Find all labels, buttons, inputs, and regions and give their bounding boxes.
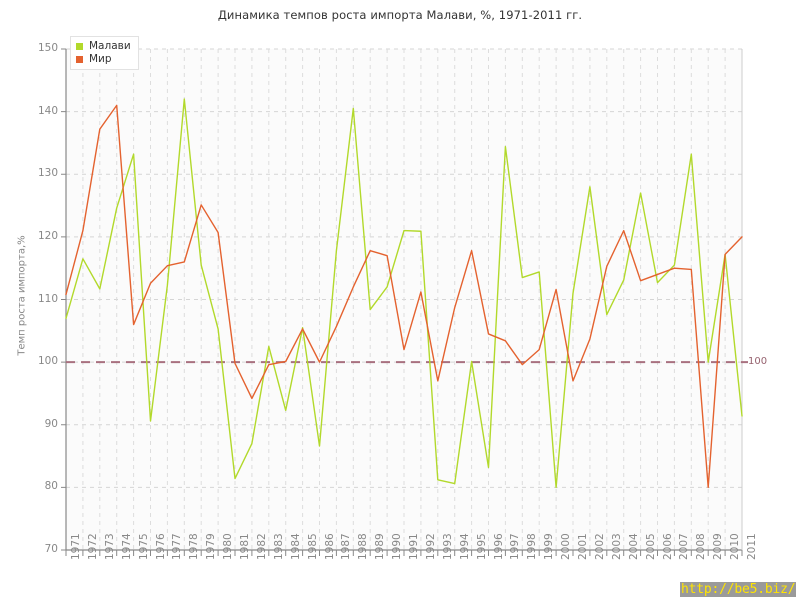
- x-tick-label: 1973: [103, 533, 116, 560]
- x-tick-label: 1972: [86, 533, 99, 560]
- x-tick-label: 1985: [306, 533, 319, 560]
- x-tick-label: 2006: [661, 533, 674, 560]
- x-tick-label: 1995: [475, 533, 488, 560]
- x-tick-label: 1981: [239, 533, 251, 560]
- x-tick-label: 1971: [70, 533, 82, 560]
- x-tick-label: 1992: [424, 533, 437, 560]
- x-tick-label: 1982: [255, 533, 268, 560]
- x-tick-label: 2004: [627, 533, 640, 560]
- y-tick-label: 70: [44, 543, 58, 555]
- y-tick-label: 100: [37, 355, 58, 368]
- axis-ticks: [61, 48, 743, 556]
- data-series: [65, 98, 743, 489]
- chart-legend: Малави Мир: [70, 36, 139, 70]
- x-tick-label: 1994: [458, 533, 471, 560]
- x-tick-label: 1976: [154, 533, 167, 560]
- legend-item-malawi[interactable]: Малави: [76, 40, 131, 53]
- x-tick-label: 2001: [577, 533, 589, 560]
- x-tick-label: 2010: [729, 533, 742, 560]
- x-tick-label: 1979: [205, 533, 218, 560]
- x-tick-label: 1978: [188, 533, 201, 560]
- x-tick-label: 1996: [492, 533, 505, 560]
- x-tick-label: 2003: [610, 533, 623, 560]
- y-tick-label: 90: [44, 417, 58, 430]
- x-tick-label: 2007: [678, 533, 691, 560]
- x-tick-label: 1989: [374, 533, 387, 560]
- x-tick-label: 2000: [560, 533, 573, 560]
- x-tick-label: 2011: [746, 533, 758, 560]
- x-tick-label: 1986: [323, 533, 336, 560]
- x-tick-label: 2002: [593, 533, 606, 560]
- x-tick-label: 2005: [644, 533, 657, 560]
- legend-swatch-world: [76, 56, 83, 63]
- y-tick-label: 120: [37, 229, 58, 242]
- legend-item-world[interactable]: Мир: [76, 53, 131, 66]
- legend-label-world: Мир: [89, 53, 112, 65]
- x-tick-label: 1983: [272, 533, 285, 560]
- reference-line-label: 100: [748, 356, 768, 367]
- y-tick-label: 140: [37, 104, 58, 117]
- x-tick-label: 1993: [441, 533, 454, 560]
- x-tick-label: 2008: [695, 533, 708, 560]
- x-tick-label: 1998: [526, 533, 539, 560]
- x-tick-label: 1987: [340, 533, 353, 560]
- x-tick-label: 1990: [391, 533, 404, 560]
- x-tick-label: 1988: [357, 533, 370, 560]
- legend-label-malawi: Малави: [89, 40, 131, 52]
- y-tick-label: 80: [44, 480, 58, 493]
- x-tick-label: 1975: [137, 533, 150, 560]
- x-tick-label: 1974: [120, 533, 133, 560]
- watermark: http://be5.biz/: [680, 582, 797, 597]
- chart-title: Динамика темпов роста импорта Малави, %,…: [217, 8, 583, 22]
- y-tick-label: 110: [37, 292, 58, 305]
- x-tick-label: 1977: [171, 533, 184, 560]
- x-tick-label: 1999: [543, 533, 556, 560]
- legend-swatch-malawi: [76, 43, 83, 50]
- x-tick-label: 1997: [509, 533, 522, 560]
- y-tick-label: 150: [37, 42, 58, 54]
- x-tick-label: 2009: [712, 533, 725, 560]
- grid-lines: [65, 48, 743, 551]
- x-tick-label: 1984: [289, 533, 302, 560]
- x-tick-label: 1980: [222, 533, 235, 560]
- y-tick-label: 130: [37, 167, 58, 180]
- x-tick-label: 1991: [408, 533, 420, 560]
